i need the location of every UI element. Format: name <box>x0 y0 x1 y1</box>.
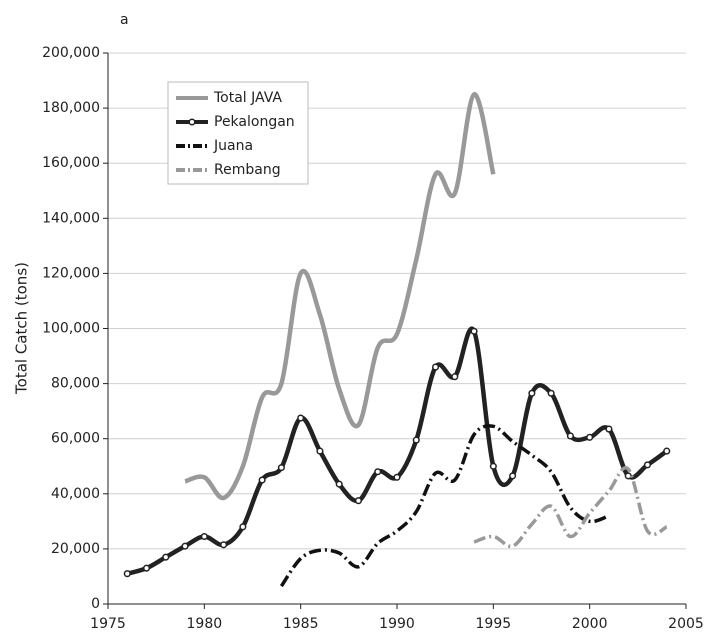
point-marker <box>624 472 632 480</box>
series-line <box>184 92 496 501</box>
point-marker <box>605 425 613 433</box>
y-tick-label: 20,000 <box>51 541 100 557</box>
y-tick-label: 160,000 <box>42 155 100 171</box>
x-tick-label: 1980 <box>187 616 223 632</box>
legend-label: Rembang <box>214 162 281 178</box>
point-marker <box>200 532 208 541</box>
point-marker <box>258 476 266 484</box>
x-tick-label: 1975 <box>90 616 126 632</box>
point-marker <box>239 523 247 531</box>
x-tick-label: 1990 <box>379 616 415 632</box>
y-tick-label: 180,000 <box>42 100 100 116</box>
legend-label: Pekalongan <box>214 114 295 130</box>
legend-label: Total JAVA <box>213 90 282 106</box>
point-marker <box>393 473 401 481</box>
x-tick-label: 1995 <box>476 616 512 632</box>
point-marker <box>528 389 536 397</box>
y-tick-label: 120,000 <box>42 265 100 281</box>
point-marker <box>142 564 151 572</box>
y-tick-label: 140,000 <box>42 210 100 226</box>
point-marker <box>663 447 671 455</box>
y-tick-label: 0 <box>91 596 100 612</box>
point-marker <box>162 553 170 561</box>
point-marker <box>431 363 440 371</box>
point-marker <box>412 436 420 444</box>
point-marker <box>374 468 382 476</box>
point-marker <box>489 462 497 470</box>
point-marker <box>316 447 324 455</box>
series-line <box>473 465 668 549</box>
x-tick-label: 2005 <box>668 616 704 632</box>
point-marker <box>335 480 343 488</box>
legend-marker <box>188 118 196 126</box>
series-line <box>126 326 669 576</box>
point-marker <box>181 542 189 550</box>
point-marker <box>220 541 228 549</box>
legend-label: Juana <box>213 138 253 154</box>
y-tick-label: 80,000 <box>51 376 100 392</box>
point-marker <box>354 497 363 505</box>
y-tick-label: 100,000 <box>42 321 100 337</box>
y-tick-label: 60,000 <box>51 431 100 447</box>
point-marker <box>277 464 285 472</box>
point-marker <box>297 414 305 422</box>
point-marker <box>566 432 574 440</box>
y-tick-label: 40,000 <box>51 486 100 502</box>
point-marker <box>123 570 131 578</box>
point-marker <box>470 327 478 335</box>
point-marker <box>547 389 555 397</box>
series-line <box>279 424 610 588</box>
point-marker <box>586 433 594 441</box>
y-axis-label: Total Catch (tons) <box>13 262 31 395</box>
x-tick-label: 2000 <box>572 616 608 632</box>
point-marker <box>509 472 517 480</box>
point-marker <box>451 373 459 381</box>
x-tick-label: 1985 <box>283 616 319 632</box>
y-tick-label: 200,000 <box>42 45 100 61</box>
panel-label: a <box>120 12 129 28</box>
point-marker <box>643 461 652 469</box>
